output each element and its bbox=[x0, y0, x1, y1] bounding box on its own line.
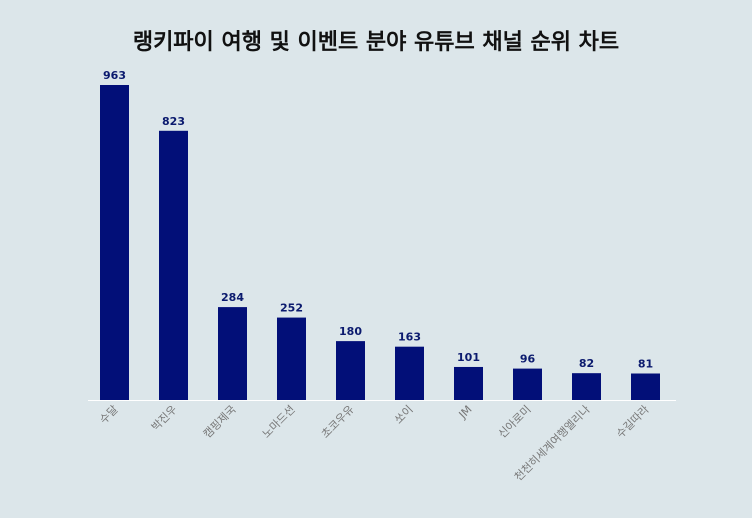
bar-4 bbox=[336, 341, 365, 400]
bars-layer bbox=[100, 85, 660, 401]
value-label-6: 101 bbox=[457, 351, 480, 364]
chart-title: 랭키파이 여행 및 이벤트 분야 유튜브 채널 순위 차트 bbox=[132, 30, 620, 55]
value-label-5: 163 bbox=[398, 331, 421, 344]
value-label-9: 81 bbox=[638, 358, 653, 371]
value-label-1: 823 bbox=[162, 115, 185, 128]
x-tick-label-0: 수달 bbox=[97, 403, 121, 427]
bar-1 bbox=[159, 130, 188, 401]
value-label-0: 963 bbox=[103, 69, 126, 82]
x-tick-label-1: 박진우 bbox=[149, 403, 180, 434]
bar-3 bbox=[277, 317, 306, 400]
bar-0 bbox=[100, 85, 129, 400]
x-tick-label-7: 신아로미 bbox=[496, 403, 534, 441]
bar-9 bbox=[631, 373, 660, 400]
bar-7 bbox=[513, 368, 542, 400]
value-label-7: 96 bbox=[520, 353, 536, 366]
x-tick-label-6: JM bbox=[456, 403, 475, 422]
value-label-2: 284 bbox=[221, 291, 244, 304]
bar-6 bbox=[454, 366, 483, 400]
value-label-8: 82 bbox=[579, 357, 594, 370]
x-tick-label-5: 쏘이 bbox=[392, 403, 416, 427]
x-tick-label-2: 캠핑제국 bbox=[201, 403, 239, 441]
value-labels-layer: 963 823 284 252 180 163 101 96 82 81 bbox=[103, 69, 653, 371]
value-label-3: 252 bbox=[280, 302, 303, 315]
x-tick-label-9: 수길따라 bbox=[614, 403, 652, 441]
bar-5 bbox=[395, 346, 424, 400]
value-label-4: 180 bbox=[339, 325, 362, 338]
bar-8 bbox=[572, 373, 601, 400]
x-tick-label-3: 노마드션 bbox=[260, 403, 298, 441]
x-tick-label-4: 초코우유 bbox=[319, 403, 357, 441]
bar-2 bbox=[218, 307, 247, 400]
